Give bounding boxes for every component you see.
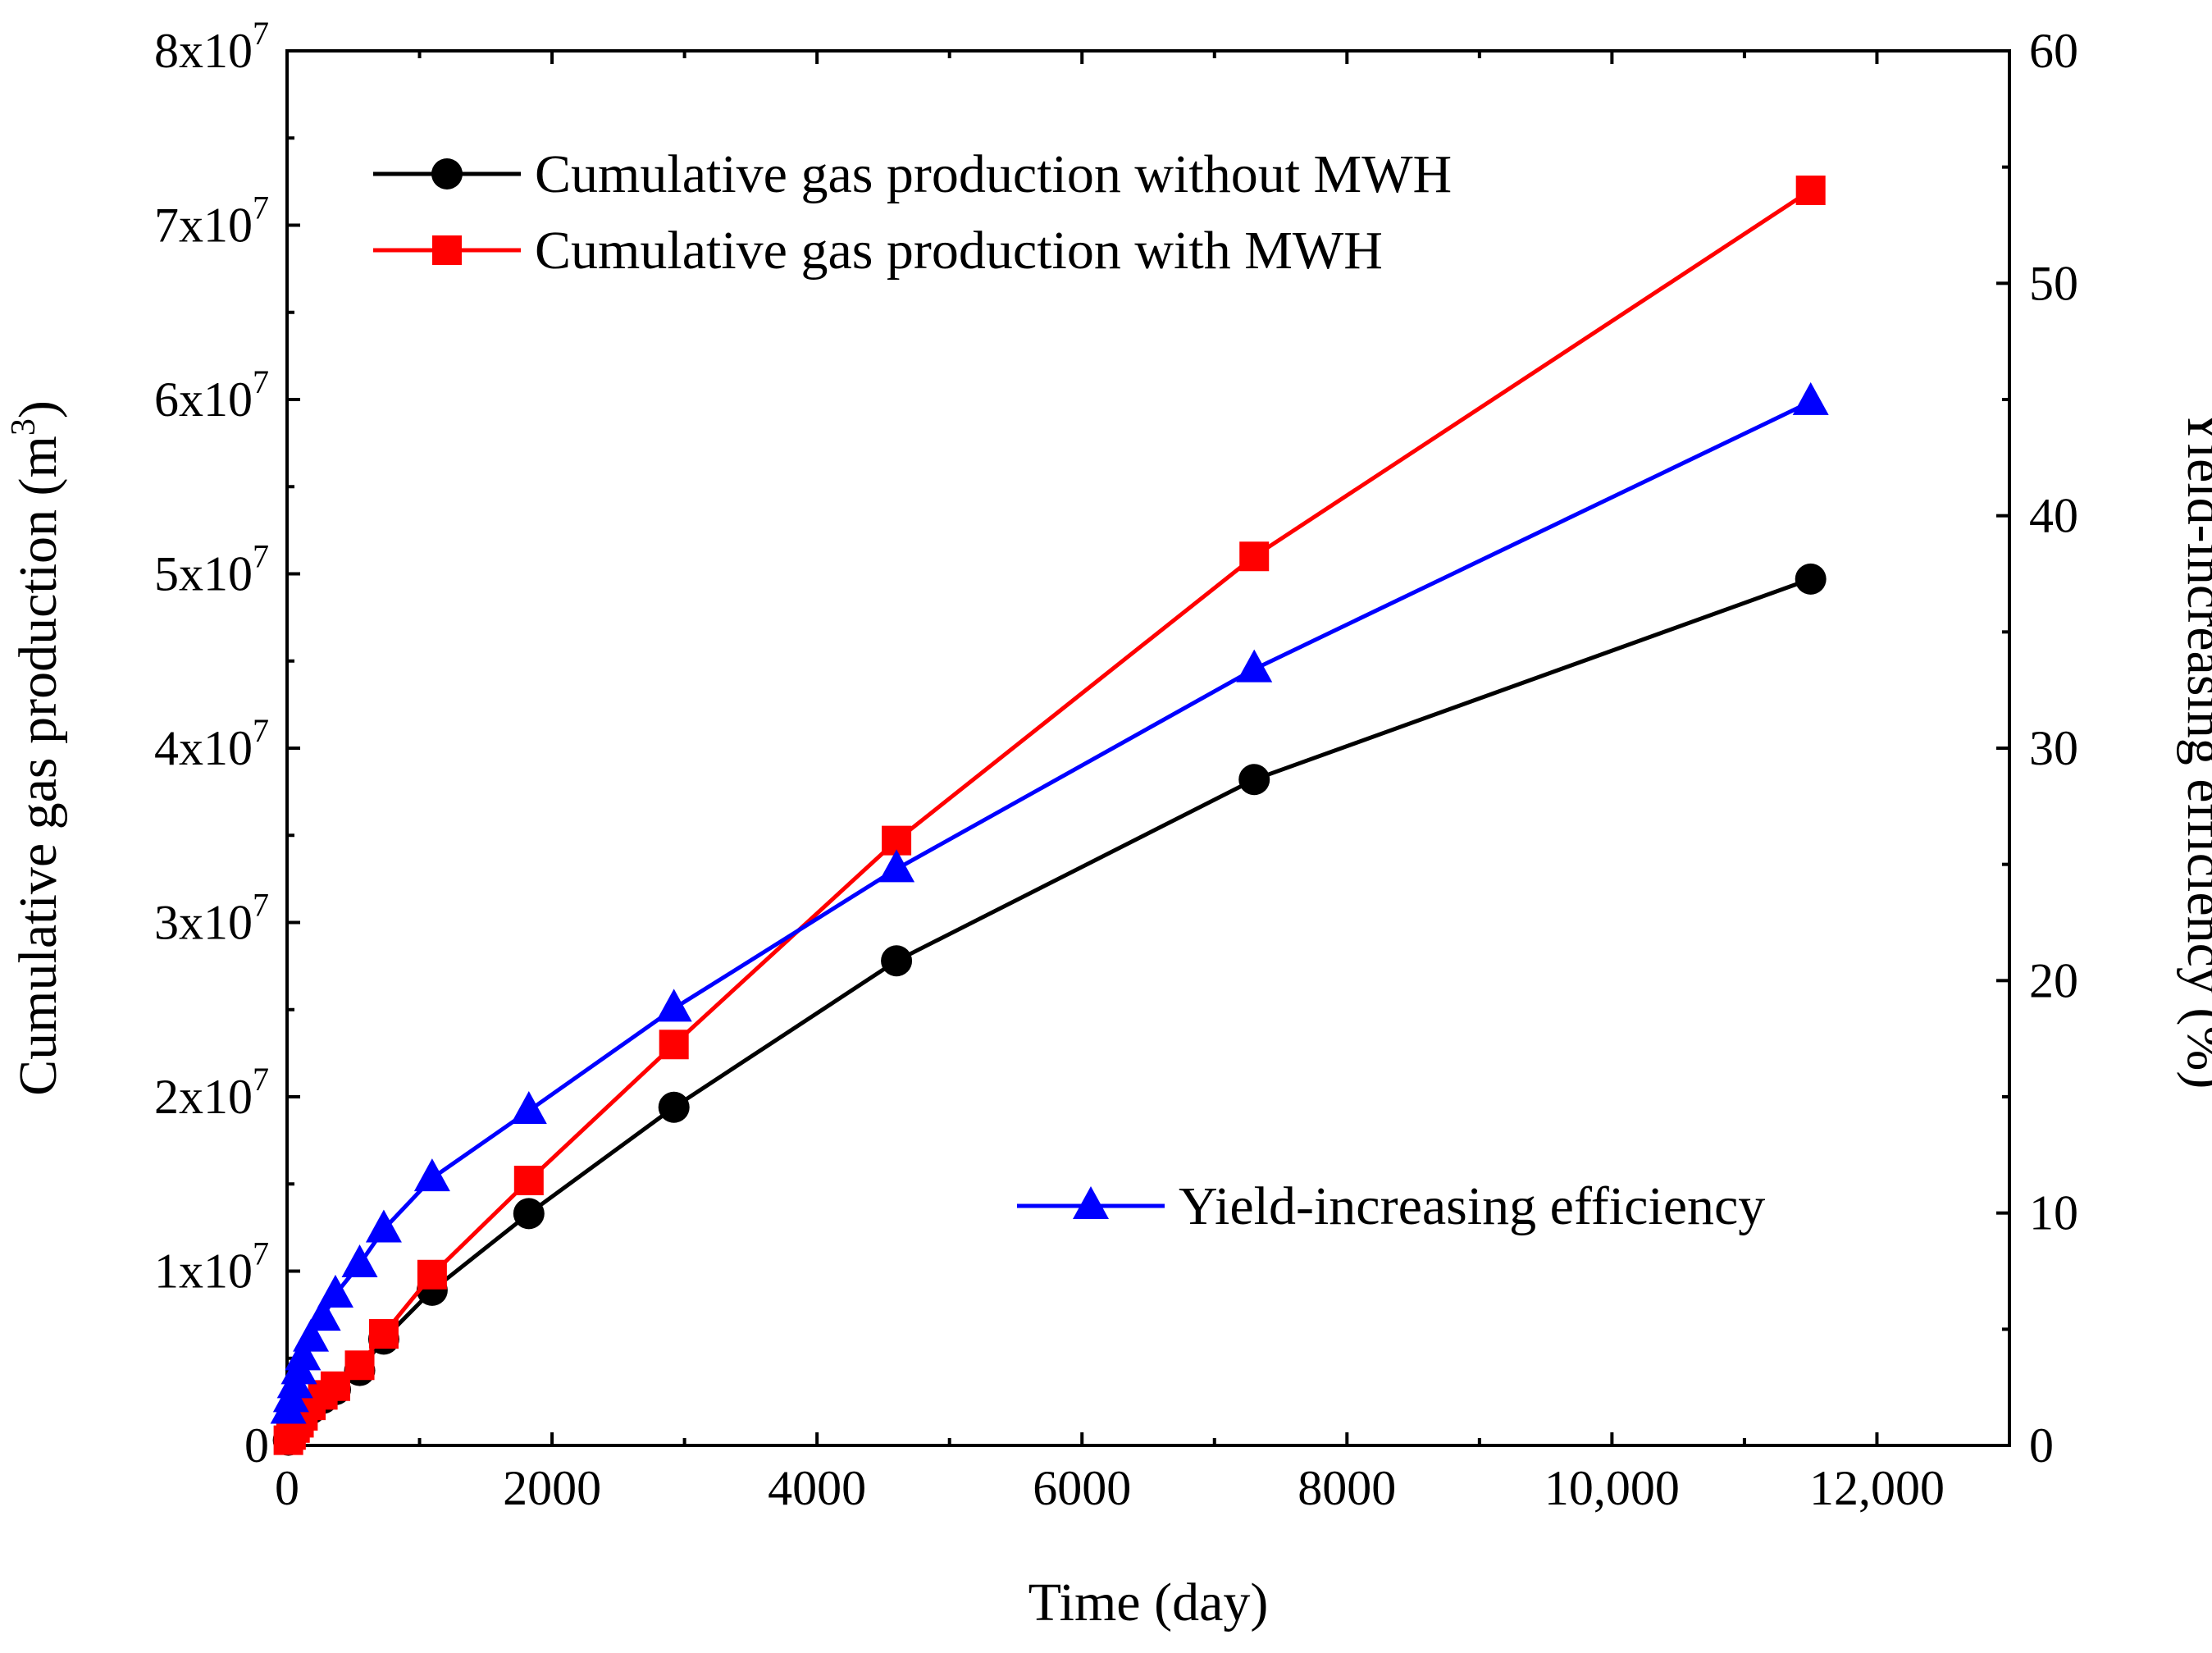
data-point-triangle — [317, 1274, 353, 1308]
series-line-0 — [286, 577, 1812, 1441]
data-point-circle — [1238, 764, 1270, 796]
y-tick-label: 5x107 — [154, 538, 269, 601]
axis-ticks: 0 2000 4000 6000 8000 10,000 12,000 0 1x107 2x107… — [154, 15, 2078, 1515]
data-point-triangle — [1236, 649, 1273, 683]
y-axis-title: Cumulative gas production (m3) — [5, 400, 68, 1096]
x-tick-label: 6000 — [1033, 1461, 1131, 1515]
y-tick-label: 7x107 — [154, 190, 269, 253]
y-tick-label: 1x107 — [154, 1235, 269, 1299]
legend-top: Cumulative gas production without MWH Cu… — [373, 144, 1452, 281]
y2-tick-label: 10 — [2029, 1186, 2078, 1240]
data-point-triangle — [510, 1091, 547, 1124]
data-point-square — [417, 1259, 447, 1290]
data-point-square — [659, 1030, 689, 1060]
y-tick-label: 6x107 — [154, 363, 269, 427]
y-tick-label: 0 — [244, 1418, 269, 1473]
y2-tick-label: 30 — [2029, 721, 2078, 775]
y2-tick-label: 50 — [2029, 256, 2078, 310]
legend-label-with-mwh: Cumulative gas production with MWH — [535, 221, 1383, 281]
legend-marker-with-mwh — [432, 235, 462, 265]
data-point-triangle — [413, 1158, 450, 1192]
y-tick-label: 3x107 — [154, 887, 269, 950]
data-point-circle — [658, 1091, 690, 1123]
y2-tick-label: 40 — [2029, 489, 2078, 543]
legend-marker-yield — [1073, 1186, 1109, 1219]
y2-tick-label: 0 — [2029, 1418, 2054, 1473]
x-axis-title: Time (day) — [1028, 1573, 1269, 1632]
legend-label-yield: Yield-increasing efficiency — [1179, 1176, 1765, 1236]
x-tick-label: 2000 — [503, 1461, 601, 1515]
x-tick-label: 12,000 — [1809, 1461, 1945, 1515]
series-line-2 — [286, 400, 1812, 1412]
legend-marker-without-mwh — [431, 158, 463, 190]
series-layer — [270, 176, 1829, 1456]
data-point-triangle — [285, 1337, 322, 1371]
data-point-square — [344, 1350, 375, 1381]
x-tick-label: 4000 — [768, 1461, 866, 1515]
data-point-triangle — [655, 989, 692, 1022]
data-point-triangle — [878, 849, 915, 883]
legend-label-without-mwh: Cumulative gas production without MWH — [535, 144, 1452, 204]
data-point-square — [513, 1166, 544, 1195]
data-point-triangle — [304, 1298, 341, 1331]
data-point-circle — [1795, 563, 1827, 595]
y2-tick-label: 20 — [2029, 953, 2078, 1007]
data-point-triangle — [293, 1318, 330, 1352]
data-point-circle — [881, 945, 913, 977]
data-point-square — [1239, 541, 1270, 572]
legend-bottom: Yield-increasing efficiency — [1017, 1176, 1765, 1236]
data-point-square — [368, 1319, 399, 1349]
data-point-triangle — [365, 1209, 402, 1243]
data-point-circle — [513, 1198, 545, 1230]
y2-tick-label: 60 — [2029, 24, 2078, 78]
y-tick-label: 4x107 — [154, 712, 269, 775]
data-point-triangle — [1792, 381, 1829, 415]
x-tick-label: 8000 — [1298, 1461, 1396, 1515]
x-tick-label: 10,000 — [1544, 1461, 1680, 1515]
data-point-triangle — [341, 1244, 378, 1277]
y2-axis-title: Yield-increasing efficiency (%) — [2176, 408, 2212, 1089]
y-tick-label: 2x107 — [154, 1061, 269, 1124]
x-tick-label: 0 — [275, 1461, 299, 1515]
y-tick-label: 8x107 — [154, 15, 269, 78]
data-point-square — [1795, 176, 1826, 205]
series-line-1 — [286, 188, 1813, 1441]
